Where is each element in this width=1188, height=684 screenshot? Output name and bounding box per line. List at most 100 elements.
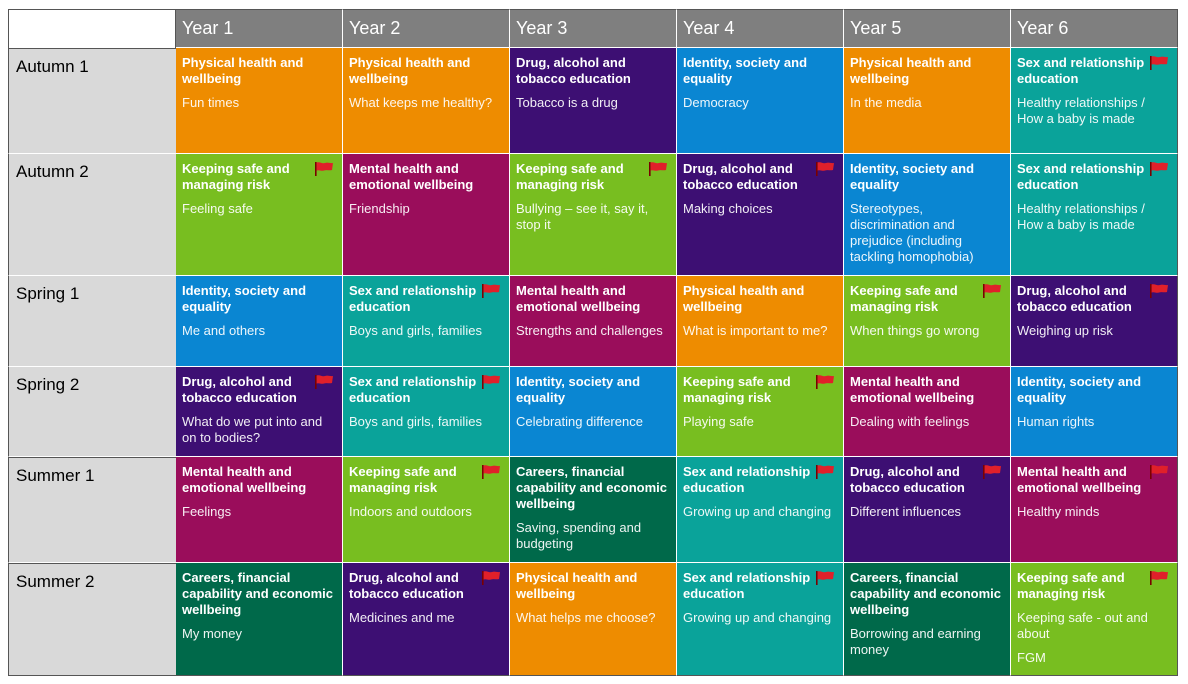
topic-text: Me and others [182,323,266,338]
theme-title: Keeping safe and managing risk [850,283,958,314]
topic-text: Democracy [683,95,749,110]
theme-title: Mental health and emotional wellbeing [850,374,975,405]
lesson-tile: Keeping safe and managing risk Bullying –… [510,154,677,276]
theme-title: Mental health and emotional wellbeing [349,161,474,192]
topic-text: My money [182,626,242,641]
topic-text: Indoors and outdoors [349,504,472,519]
lesson-tile: Sex and relationship education Boys and g… [343,367,510,457]
topic-text: Healthy minds [1017,504,1100,519]
red-flag-icon [648,161,668,177]
lesson-tile: Identity, society and equality Stereotype… [844,154,1011,276]
theme-title: Careers, financial capability and econom… [850,570,1001,617]
topic-text: What helps me choose? [516,610,656,625]
theme-title: Careers, financial capability and econom… [182,570,333,617]
topic-text: Human rights [1017,414,1095,429]
red-flag-icon [982,283,1002,299]
topic-text: Different influences [850,504,962,519]
topic-text: Dealing with feelings [850,414,970,429]
red-flag-icon [314,374,334,390]
topic-text: Healthy relationships / How a baby is ma… [1017,201,1145,232]
lesson-tile: Mental health and emotional wellbeing Dea… [844,367,1011,457]
theme-title: Identity, society and equality [850,161,975,192]
red-flag-icon [314,161,334,177]
topic-text: Boys and girls, families [349,414,482,429]
topic-text: Bullying – see it, say it, stop it [516,201,649,232]
theme-title: Physical health and wellbeing [516,570,638,601]
theme-title: Mental health and emotional wellbeing [516,283,641,314]
theme-title: Drug, alcohol and tobacco education [349,570,464,601]
theme-title: Mental health and emotional wellbeing [182,464,307,495]
red-flag-icon [1149,161,1169,177]
lesson-tile: Mental health and emotional wellbeing Fee… [176,457,343,563]
topic-text: Friendship [349,201,410,216]
term-label: Autumn 2 [8,154,176,276]
curriculum-grid: Year 1 Year 2 Year 3 Year 4 Year 5 Year 6 Autu… [8,9,1178,676]
lesson-tile: Careers, financial capability and econom… [176,563,343,676]
year-header: Year 4 [677,9,844,48]
lesson-tile: Sex and relationship education Boys and g… [343,276,510,367]
red-flag-icon [815,464,835,480]
lesson-tile: Identity, society and equality Human righ… [1011,367,1178,457]
topic-text: Healthy relationships / How a baby is ma… [1017,95,1145,126]
theme-title: Sex and relationship education [1017,161,1145,192]
topic-text: Tobacco is a drug [516,95,618,110]
lesson-tile: Physical health and wellbeing Fun times [176,48,343,154]
topic-text-extra: FGM [1017,650,1046,665]
topic-text: When things go wrong [850,323,980,338]
year-header: Year 5 [844,9,1011,48]
lesson-tile: Physical health and wellbeing What keeps … [343,48,510,154]
topic-text: Medicines and me [349,610,455,625]
year-header: Year 1 [176,9,343,48]
theme-title: Identity, society and equality [1017,374,1142,405]
lesson-tile: Drug, alcohol and tobacco education Tobac… [510,48,677,154]
topic-text: Stereotypes, discrimination and prejudic… [850,201,974,264]
theme-title: Identity, society and equality [182,283,307,314]
theme-title: Drug, alcohol and tobacco education [182,374,297,405]
topic-text: What is important to me? [683,323,828,338]
topic-text: Playing safe [683,414,754,429]
lesson-tile: Identity, society and equality Me and oth… [176,276,343,367]
topic-text: What keeps me healthy? [349,95,493,110]
corner-cell [8,9,176,48]
theme-title: Keeping safe and managing risk [683,374,791,405]
topic-text: Boys and girls, families [349,323,482,338]
red-flag-icon [982,464,1002,480]
term-label: Summer 1 [8,457,176,563]
topic-text: Celebrating difference [516,414,643,429]
theme-title: Mental health and emotional wellbeing [1017,464,1142,495]
lesson-tile: Physical health and wellbeing What helps … [510,563,677,676]
theme-title: Identity, society and equality [516,374,641,405]
lesson-tile: Drug, alcohol and tobacco education What … [176,367,343,457]
term-label: Spring 1 [8,276,176,367]
topic-text: Borrowing and earning money [850,626,981,657]
term-label: Spring 2 [8,367,176,457]
year-header: Year 3 [510,9,677,48]
red-flag-icon [1149,570,1169,586]
lesson-tile: Mental health and emotional wellbeing Str… [510,276,677,367]
topic-text: Keeping safe - out and about [1017,610,1148,641]
lesson-tile: Drug, alcohol and tobacco education Makin… [677,154,844,276]
red-flag-icon [481,464,501,480]
lesson-tile: Sex and relationship education Growing up… [677,563,844,676]
lesson-tile: Keeping safe and managing risk Indoors an… [343,457,510,563]
theme-title: Drug, alcohol and tobacco education [516,55,631,86]
red-flag-icon [815,570,835,586]
theme-title: Drug, alcohol and tobacco education [1017,283,1132,314]
theme-title: Keeping safe and managing risk [1017,570,1125,601]
topic-text: Growing up and changing [683,504,832,519]
lesson-tile: Sex and relationship education Growing up… [677,457,844,563]
lesson-tile: Identity, society and equality Celebratin… [510,367,677,457]
topic-text: In the media [850,95,922,110]
lesson-tile: Mental health and emotional wellbeing Hea… [1011,457,1178,563]
theme-title: Physical health and wellbeing [182,55,304,86]
theme-title: Physical health and wellbeing [850,55,972,86]
theme-title: Drug, alcohol and tobacco education [683,161,798,192]
red-flag-icon [481,570,501,586]
lesson-tile: Drug, alcohol and tobacco education Medic… [343,563,510,676]
theme-title: Careers, financial capability and econom… [516,464,667,511]
lesson-tile: Identity, society and equality Democracy [677,48,844,154]
topic-text: Feeling safe [182,201,253,216]
theme-title: Keeping safe and managing risk [516,161,624,192]
topic-text: What do we put into and on to bodies? [182,414,323,445]
theme-title: Drug, alcohol and tobacco education [850,464,965,495]
